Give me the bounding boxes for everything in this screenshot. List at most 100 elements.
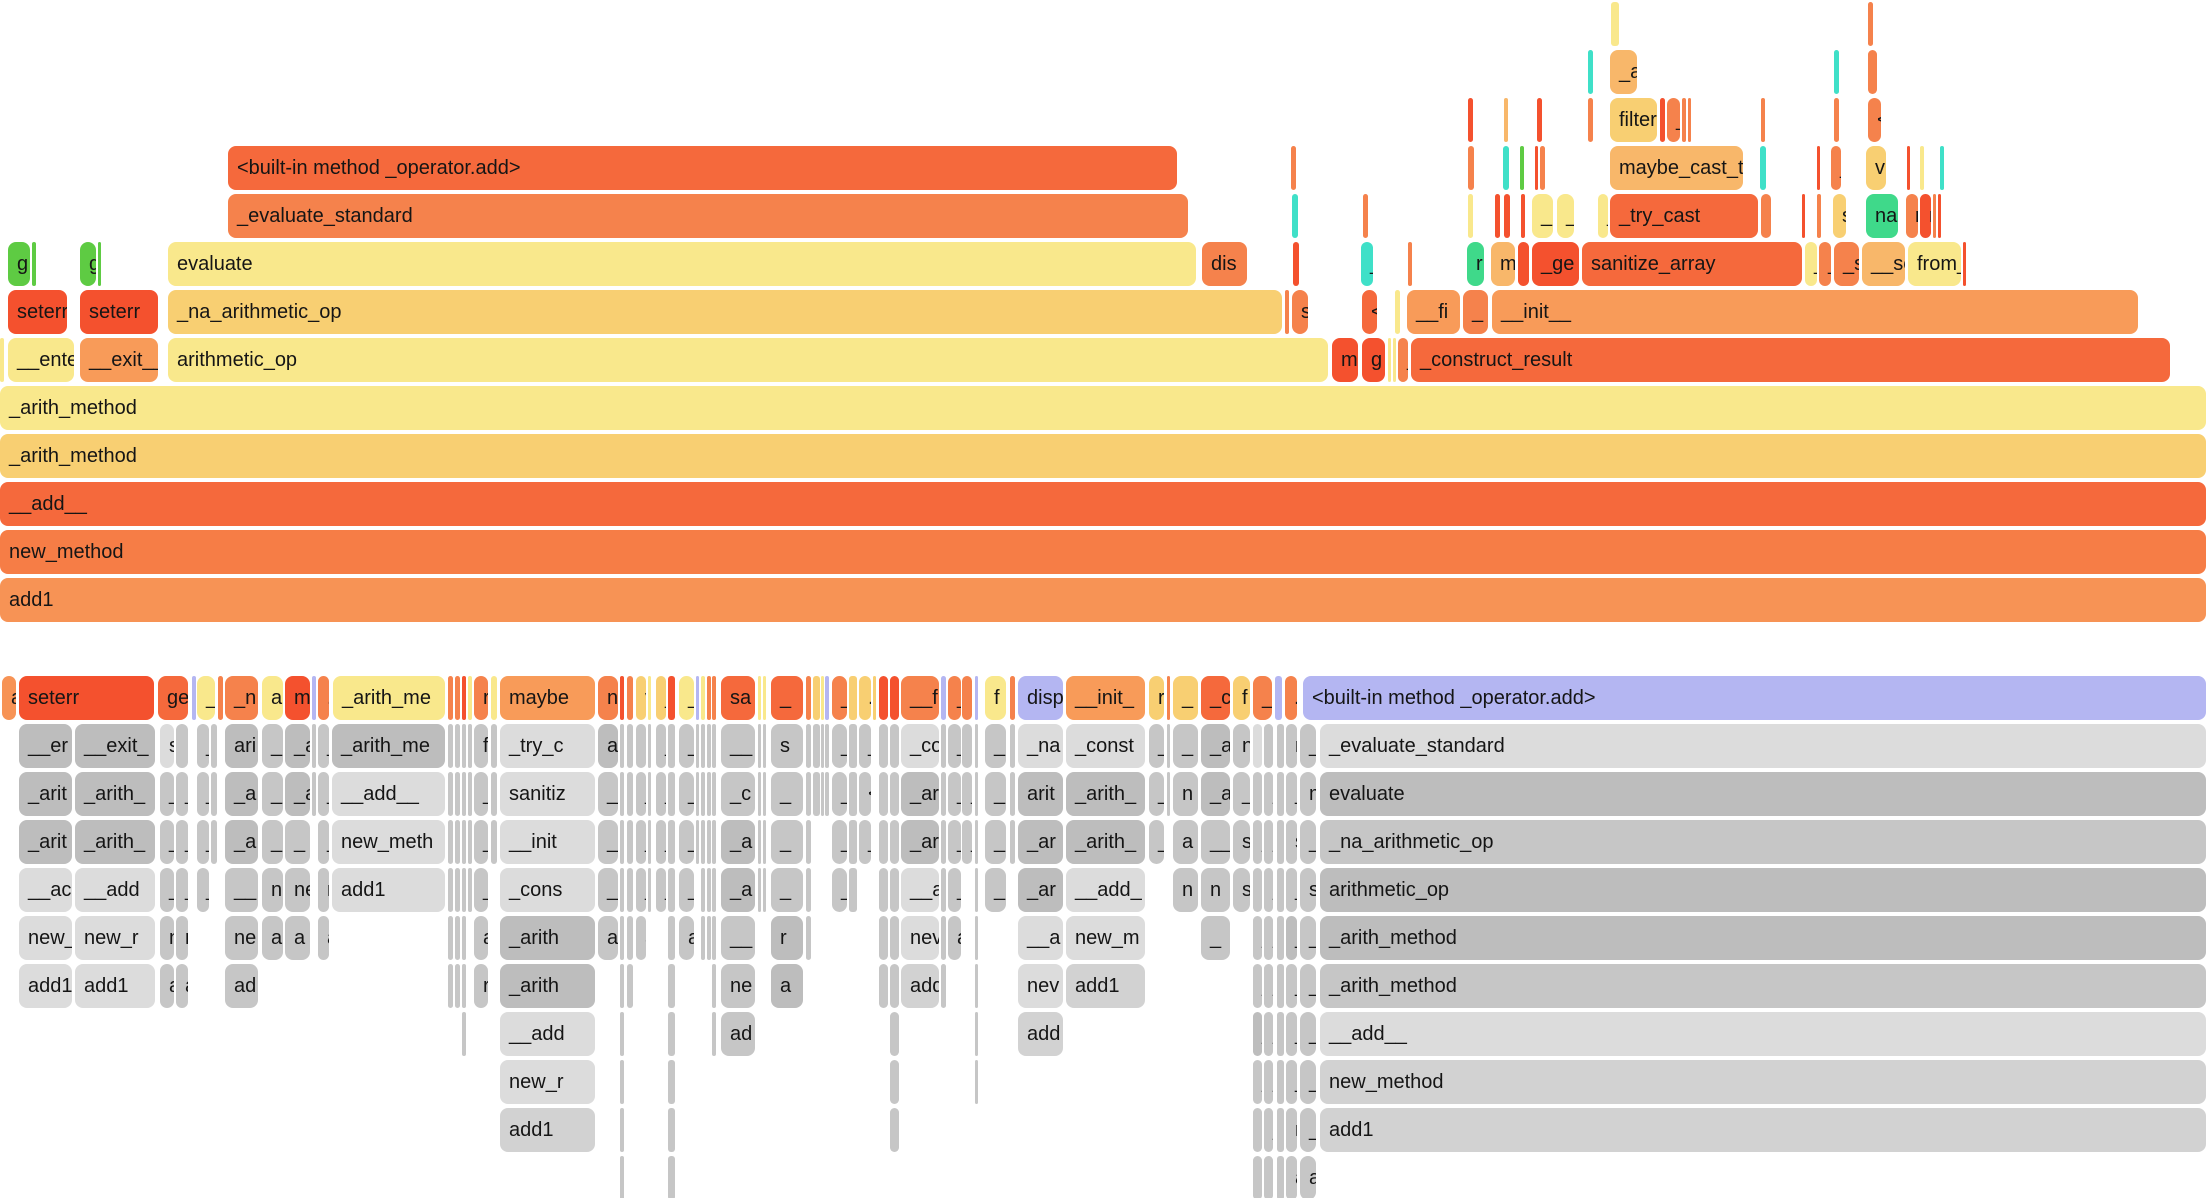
flame-frame[interactable] [448,868,453,912]
flame-frame[interactable]: _ [1264,820,1273,864]
flame-frame[interactable]: _a [1201,772,1230,816]
flame-frame[interactable]: _ [656,868,666,912]
flame-frame[interactable] [211,724,217,768]
flame-frame[interactable]: __add__ [1320,1012,2206,1056]
flame-frame[interactable]: seterr [19,676,154,720]
flame-frame[interactable] [890,676,899,720]
flame-frame[interactable] [758,868,761,912]
flame-frame[interactable]: v [1866,146,1886,190]
flame-frame[interactable]: _ [160,820,174,864]
flame-frame[interactable] [763,676,766,720]
flame-frame[interactable] [455,676,460,720]
flame-frame[interactable] [668,916,675,960]
flame-frame[interactable]: _ [656,676,666,720]
flame-frame[interactable]: _ [771,868,803,912]
flame-frame[interactable]: _ [1264,916,1273,960]
flame-frame[interactable]: __ac [19,868,72,912]
flame-frame[interactable]: new_ [19,916,72,960]
flame-frame[interactable]: _na_arithmetic_op [168,290,1282,334]
flame-frame[interactable]: _ [636,868,646,912]
flame-frame[interactable]: f [985,676,1006,720]
flame-frame[interactable]: n [1201,868,1230,912]
flame-frame[interactable]: _ [197,820,209,864]
flame-frame[interactable]: na [1866,194,1898,238]
flame-frame[interactable]: _co [901,724,939,768]
flame-frame[interactable] [712,820,716,864]
flame-frame[interactable] [312,772,316,816]
flame-frame[interactable]: __ [721,916,755,960]
flame-frame[interactable] [1468,146,1474,190]
flame-frame[interactable]: _ [598,868,618,912]
flame-frame[interactable] [821,724,824,768]
flame-frame[interactable] [620,868,624,912]
flame-frame[interactable] [1388,338,1391,382]
flame-frame[interactable] [211,772,217,816]
flame-frame[interactable] [701,820,705,864]
flame-frame[interactable] [1503,146,1509,190]
flame-frame[interactable]: _ [1253,1060,1262,1104]
flame-frame[interactable]: add1 [1320,1108,2206,1152]
flame-frame[interactable] [1963,242,1966,286]
flame-frame[interactable]: maybe [500,676,595,720]
flame-frame[interactable]: _ [1173,724,1198,768]
flame-frame[interactable] [879,772,888,816]
flame-frame[interactable]: . [806,676,811,720]
flame-frame[interactable]: _ [985,820,1006,864]
flame-frame[interactable]: s [1833,194,1846,238]
flame-frame[interactable] [648,868,651,912]
flame-frame[interactable]: _ [1286,1012,1297,1056]
flame-frame[interactable] [849,724,857,768]
flame-frame[interactable]: < [1868,98,1881,142]
flame-frame[interactable]: _ [962,772,972,816]
flame-frame[interactable] [211,820,217,864]
flame-frame[interactable] [1292,194,1298,238]
flame-frame[interactable] [1504,194,1510,238]
flame-frame[interactable] [620,1012,624,1056]
flame-frame[interactable] [491,820,497,864]
flame-frame[interactable] [627,724,633,768]
flame-frame[interactable]: _ [985,868,1006,912]
flame-frame[interactable] [620,916,624,960]
flame-frame[interactable]: _ [1398,338,1408,382]
flame-frame[interactable] [712,916,716,960]
flame-frame[interactable] [890,1012,899,1056]
flame-frame[interactable] [825,724,829,768]
flame-frame[interactable] [1535,146,1538,190]
flame-frame[interactable] [176,724,188,768]
flame-frame[interactable] [890,772,899,816]
flame-frame[interactable]: a [1173,820,1198,864]
flame-frame[interactable]: _a [1201,724,1230,768]
flame-frame[interactable]: n [598,676,618,720]
flame-frame[interactable]: _ [474,772,488,816]
flame-frame[interactable] [620,1060,624,1104]
flame-frame[interactable]: _ [832,724,847,768]
flame-frame[interactable] [879,724,888,768]
flame-frame[interactable] [879,964,888,1008]
flame-frame[interactable] [455,964,460,1008]
flame-frame[interactable]: m [1300,772,1316,816]
flame-frame[interactable]: a [1300,1156,1316,1198]
flame-frame[interactable]: _ [636,820,646,864]
flame-frame[interactable]: a [262,916,283,960]
flame-frame[interactable]: _arith_me [332,724,445,768]
flame-frame[interactable] [1277,1156,1284,1198]
flame-frame[interactable] [873,676,876,720]
flame-frame[interactable]: _ [197,676,215,720]
flame-frame[interactable]: _ [679,676,694,720]
flame-frame[interactable]: ne [225,916,258,960]
flame-frame[interactable] [468,820,472,864]
flame-frame[interactable] [1277,724,1284,768]
flame-frame[interactable] [1408,242,1412,286]
flame-frame[interactable]: a [176,964,188,1008]
flame-frame[interactable]: _ [771,820,803,864]
flame-frame[interactable] [491,772,497,816]
flame-frame[interactable]: a [2,676,16,720]
flame-frame[interactable]: r [1286,724,1297,768]
flame-frame[interactable]: n [318,868,329,912]
flame-frame[interactable] [1293,242,1299,286]
flame-frame[interactable]: _ [1233,772,1250,816]
flame-frame[interactable]: __exit__ [80,338,158,382]
flame-frame[interactable] [696,676,699,720]
flame-frame[interactable]: <built-in method _operator.add> [228,146,1177,190]
flame-frame[interactable]: _ [679,724,694,768]
